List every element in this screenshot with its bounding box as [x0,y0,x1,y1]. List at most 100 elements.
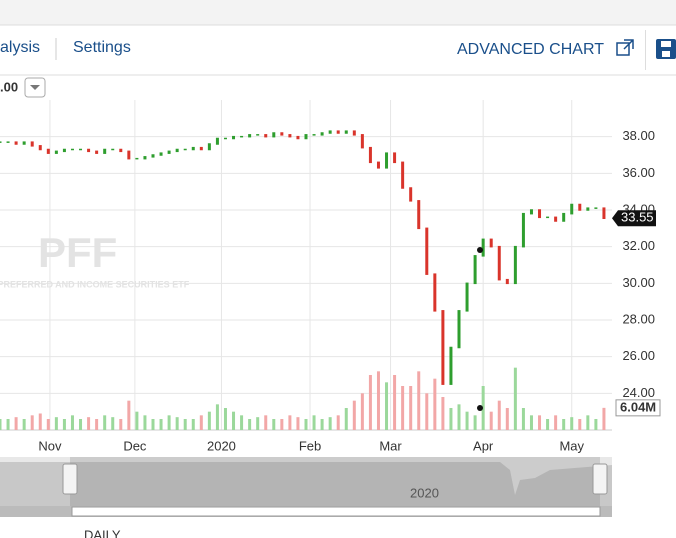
candle [159,152,163,156]
candle [199,146,203,151]
advanced-chart-link[interactable]: ADVANCED CHART [457,41,604,58]
candle [449,346,453,385]
volume-bar [497,400,501,430]
dropdown-button[interactable] [24,77,46,98]
volume-bar [425,393,429,430]
volume-bar [546,419,550,430]
volume-bar [199,415,203,430]
volume-bar [46,419,50,430]
volume-bar [256,417,260,430]
candle [344,130,348,134]
volume-bar [70,415,74,430]
candle [594,207,598,209]
volume-bar [22,419,26,430]
x-tick-label: Feb [299,438,321,453]
volume-bar [594,419,598,430]
range-handle[interactable] [62,463,78,495]
tab[interactable]: Settings [73,39,131,56]
volume-bar [441,397,445,430]
candle [312,134,316,136]
volume-bar [449,408,453,430]
volume-bar [135,411,139,430]
candle [457,310,461,349]
scrollbar-thumb[interactable] [71,506,601,517]
external-icon [616,39,634,56]
candle [578,203,582,211]
candle [87,148,91,153]
candle [320,132,324,136]
volume-bar [280,419,284,430]
volume-bar [103,415,107,430]
candle [336,130,340,134]
candle [119,148,123,153]
candle [521,212,525,248]
volume-bar [95,419,99,430]
volume-bar [175,417,179,430]
dropdown-value: .00 [0,79,18,94]
candle [529,209,533,215]
x-tick-label: 2020 [207,438,236,453]
volume-bar [513,367,517,430]
candle [393,152,397,164]
candle [360,134,364,149]
volume-bar [30,415,34,430]
y-tick-label: 28.00 [622,311,655,326]
candle [304,134,308,140]
volume-bar [570,417,574,430]
volume-bar [79,419,83,430]
volume-bar [223,408,227,430]
volume-bar [481,386,485,430]
volume-bar [54,417,58,430]
range-handle[interactable] [592,463,608,495]
volume-bar [215,404,219,430]
y-tick-label: 26.00 [622,348,655,363]
volume-bar [159,419,163,430]
candle [433,273,437,312]
volume-bar [554,415,558,430]
volume-bar [578,419,582,430]
candle [54,150,58,154]
navigator-label: 2020 [410,485,439,500]
volume-bar [304,419,308,430]
candle [38,145,42,151]
last-price-marker [612,210,656,227]
candle [232,135,236,140]
x-tick-label: Mar [379,438,402,453]
event-dot [477,405,483,411]
volume-bar [505,408,509,430]
candle [376,161,380,169]
volume-bar [473,415,477,430]
candle [546,216,550,219]
candle [240,135,244,138]
save-icon[interactable] [656,39,676,59]
candle [602,207,606,219]
candle [441,310,445,385]
volume-bar [6,419,10,430]
volume-bar [368,375,372,430]
volume-bar [143,415,147,430]
tab[interactable]: alysis [0,39,40,56]
volume-bar [360,393,364,430]
volume-bar [312,415,316,430]
volume-bar [320,419,324,430]
volume-bar [409,386,413,430]
navigator-series [0,462,612,507]
interval-label: DAILY [84,527,121,538]
volume-bar [489,411,493,430]
candle [280,132,284,136]
watermark-symbol: PFF [38,229,117,276]
volume-bar [0,419,2,430]
y-tick-label: 32.00 [622,238,655,253]
volume-bar [38,413,42,430]
volume-bar [336,415,340,430]
candle [248,134,252,138]
volume-bar [87,417,91,430]
candle [151,154,155,158]
candle [425,227,429,275]
candle [296,135,300,140]
volume-bar [393,375,397,430]
volume-bar [417,371,421,430]
candle [554,216,558,222]
candle [215,137,219,145]
